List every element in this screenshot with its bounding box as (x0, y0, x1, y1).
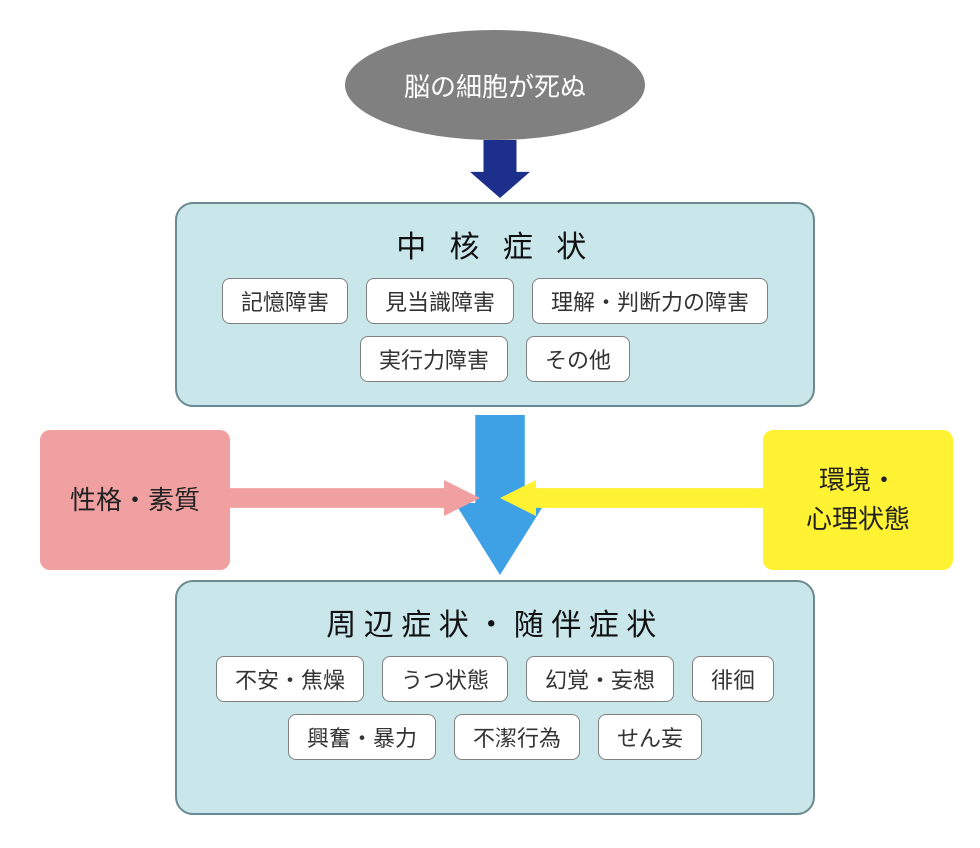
right-factor-box: 環境・心理状態 (763, 430, 953, 570)
right-factor-label: 環境・心理状態 (806, 461, 910, 539)
symptom-chip: 幻覚・妄想 (526, 656, 674, 702)
symptom-chip: 興奮・暴力 (288, 714, 436, 760)
core-panel: 中 核 症 状 記憶障害見当識障害理解・判断力の障害実行力障害その他 (175, 202, 815, 407)
core-panel-title: 中 核 症 状 (396, 222, 594, 266)
symptom-chip: 不潔行為 (454, 714, 580, 760)
cause-ellipse: 脳の細胞が死ぬ (345, 30, 645, 140)
left-factor-label: 性格・素質 (70, 481, 200, 520)
symptom-chip: 徘徊 (692, 656, 774, 702)
diagram-canvas: 脳の細胞が死ぬ 中 核 症 状 記憶障害見当識障害理解・判断力の障害実行力障害そ… (0, 0, 980, 848)
symptom-chip: その他 (526, 336, 630, 382)
symptom-chip: 実行力障害 (360, 336, 508, 382)
core-chip-row: 記憶障害見当識障害理解・判断力の障害実行力障害その他 (177, 278, 813, 382)
symptom-chip: 見当識障害 (366, 278, 514, 324)
arrow-left-right (230, 480, 480, 516)
symptom-chip: 記憶障害 (222, 278, 348, 324)
left-factor-box: 性格・素質 (40, 430, 230, 570)
symptom-chip: 理解・判断力の障害 (532, 278, 768, 324)
peripheral-panel: 周辺症状・随伴症状 不安・焦燥うつ状態幻覚・妄想徘徊興奮・暴力不潔行為せん妄 (175, 580, 815, 815)
cause-label: 脳の細胞が死ぬ (404, 67, 586, 104)
symptom-chip: うつ状態 (382, 656, 508, 702)
peripheral-panel-title: 周辺症状・随伴症状 (326, 600, 664, 644)
symptom-chip: 不安・焦燥 (216, 656, 364, 702)
peripheral-chip-row: 不安・焦燥うつ状態幻覚・妄想徘徊興奮・暴力不潔行為せん妄 (177, 656, 813, 760)
arrow-top-down (470, 140, 530, 198)
arrow-right-left (500, 480, 763, 516)
symptom-chip: せん妄 (598, 714, 702, 760)
